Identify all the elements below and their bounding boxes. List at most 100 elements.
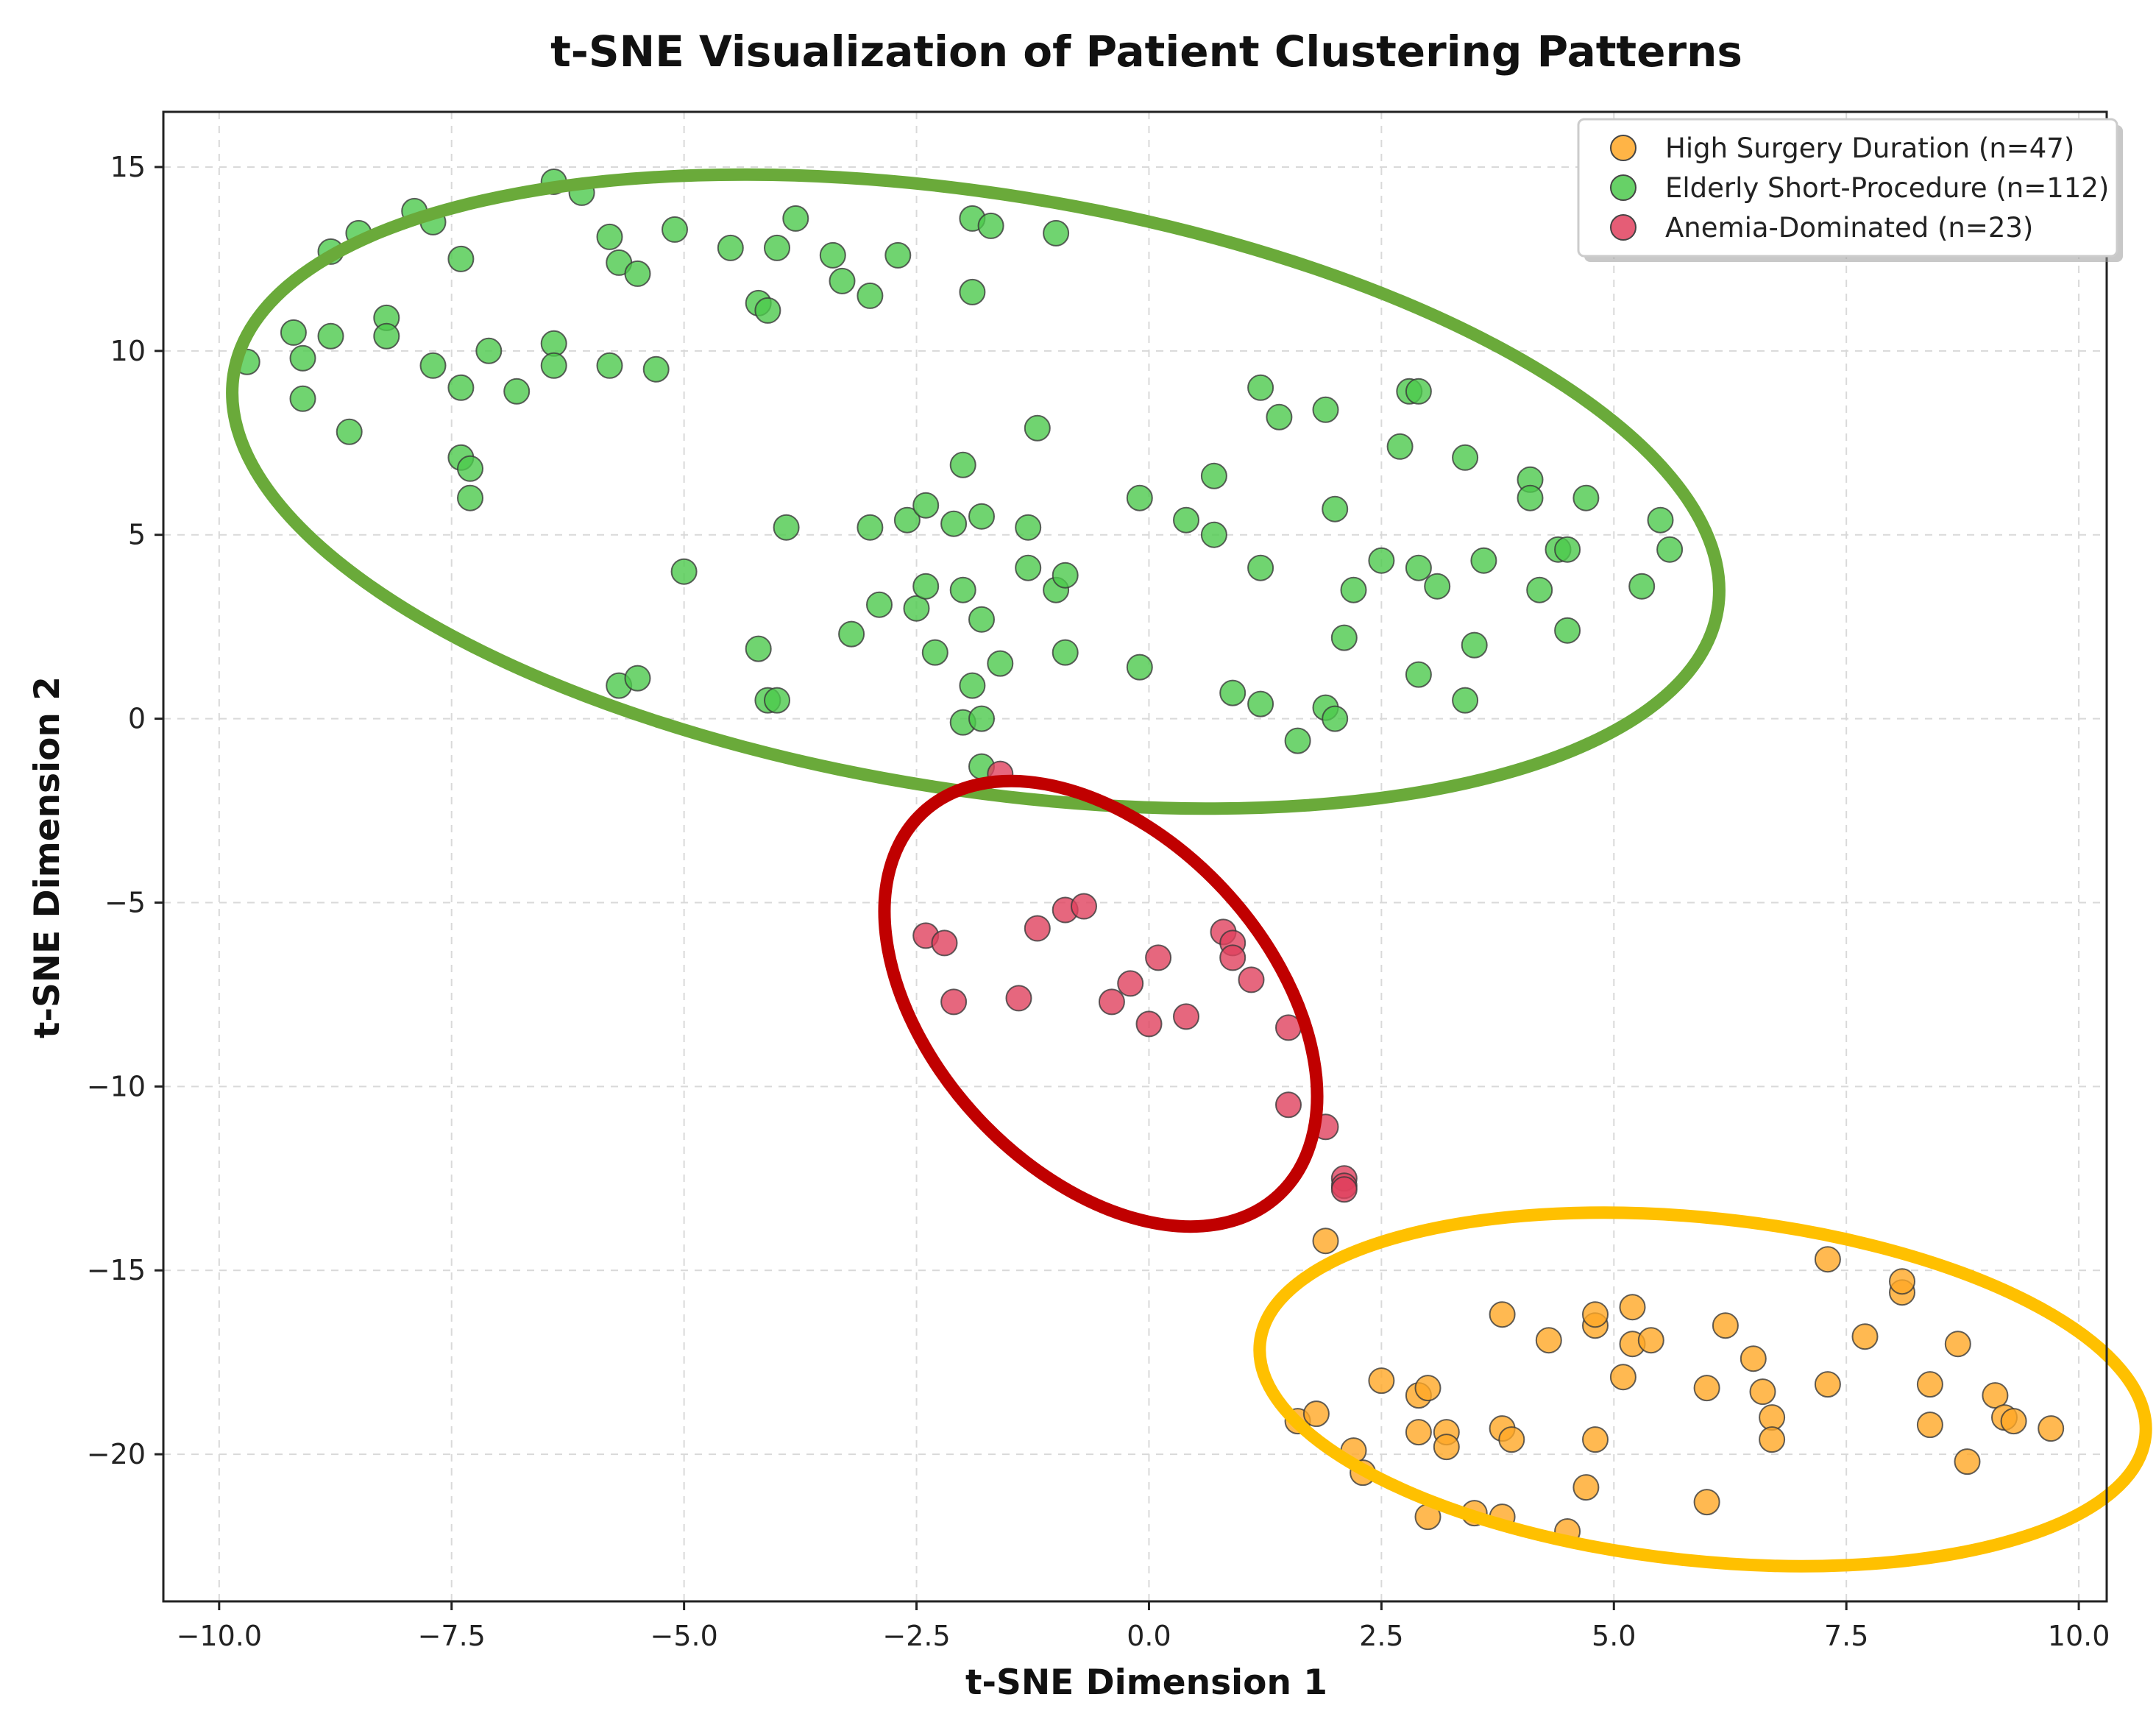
data-point: [475, 337, 503, 364]
data-point: [931, 929, 958, 957]
y-tick-label: −15: [87, 1254, 146, 1286]
data-point: [447, 245, 475, 272]
data-point: [662, 216, 688, 243]
data-point: [1247, 554, 1274, 581]
data-point: [1126, 484, 1153, 511]
data-point: [1330, 1176, 1358, 1203]
data-point: [764, 234, 790, 261]
y-tick-label: 0: [128, 703, 146, 735]
chart-title: t-SNE Visualization of Patient Clusterin…: [550, 26, 1742, 77]
data-point: [940, 510, 968, 537]
data-point: [949, 451, 976, 478]
data-point: [912, 492, 940, 519]
y-tick-label: −20: [87, 1438, 146, 1470]
data-point: [280, 319, 307, 346]
data-point: [289, 344, 316, 372]
data-point: [2038, 1415, 2065, 1442]
data-point: [1535, 1327, 1562, 1354]
data-point: [1052, 639, 1079, 666]
data-point: [540, 330, 567, 357]
data-point: [968, 503, 995, 530]
x-tick-label: 0.0: [1127, 1620, 1171, 1652]
data-point: [1452, 444, 1479, 471]
data-point: [1071, 893, 1097, 920]
data-point: [1693, 1489, 1720, 1516]
data-point: [1712, 1312, 1739, 1339]
data-point: [1015, 514, 1042, 541]
data-point: [1135, 1010, 1163, 1038]
series-2: [912, 760, 1358, 1203]
data-point: [1954, 1448, 1981, 1476]
legend-marker-elderly: [1610, 174, 1636, 201]
data-point: [1117, 970, 1144, 997]
data-point: [1405, 661, 1432, 688]
data-point: [2000, 1408, 2027, 1435]
data-point: [1628, 573, 1656, 600]
x-tick-label: 5.0: [1592, 1620, 1636, 1652]
data-point: [1219, 944, 1247, 971]
x-tick-label: 2.5: [1359, 1620, 1403, 1652]
data-point: [1609, 1364, 1636, 1391]
x-tick-label: −5.0: [650, 1620, 717, 1652]
data-point: [959, 672, 986, 699]
data-point: [1916, 1411, 1943, 1439]
data-point: [1526, 576, 1553, 603]
data-point: [1433, 1434, 1460, 1461]
data-point: [866, 591, 893, 618]
data-point: [968, 705, 995, 732]
x-axis-label: t-SNE Dimension 1: [965, 1662, 1327, 1703]
data-point: [717, 234, 744, 261]
data-point: [1517, 484, 1544, 511]
y-tick-label: 5: [128, 519, 146, 551]
data-point: [1414, 1375, 1442, 1402]
data-point: [1759, 1404, 1786, 1431]
data-point: [1647, 506, 1674, 534]
cluster-annotations: [226, 168, 2152, 1573]
data-point: [624, 665, 651, 692]
series-1: [233, 169, 1684, 780]
data-point: [457, 484, 483, 511]
legend-label-anemia: Anemia-Dominated (n=23): [1665, 212, 2033, 244]
data-point: [419, 352, 447, 379]
legend-label-surgery: High Surgery Duration (n=47): [1665, 132, 2074, 164]
data-point: [317, 322, 344, 350]
data-point: [1340, 576, 1367, 603]
data-point: [1470, 547, 1497, 574]
grid-lines: [163, 112, 2107, 1601]
elderly-cluster-ellipse: [226, 168, 1726, 815]
data-point: [782, 205, 809, 232]
data-point: [903, 595, 930, 622]
data-point: [884, 241, 912, 269]
data-point: [1572, 1474, 1600, 1501]
data-point: [1173, 506, 1199, 534]
data-point: [1405, 554, 1432, 581]
data-point: [977, 212, 1004, 239]
x-tick-label: 7.5: [1824, 1620, 1868, 1652]
data-point: [1302, 1400, 1330, 1428]
x-tick-label: −2.5: [882, 1620, 950, 1652]
data-point: [1275, 1091, 1302, 1119]
data-point: [1219, 679, 1247, 706]
data-point: [1238, 966, 1265, 993]
data-point: [1368, 1367, 1395, 1395]
data-point: [1851, 1323, 1879, 1350]
data-point: [857, 282, 884, 309]
data-point: [1015, 554, 1042, 581]
data-point: [1619, 1294, 1646, 1321]
data-point: [1312, 1228, 1339, 1255]
data-point: [540, 352, 567, 379]
data-point: [1693, 1375, 1720, 1402]
data-point: [1098, 988, 1125, 1016]
data-point: [1052, 562, 1079, 589]
x-tick-label: −10.0: [177, 1620, 262, 1652]
data-point: [838, 620, 865, 648]
data-point: [1582, 1426, 1609, 1453]
data-point: [642, 355, 670, 383]
x-tick-label: 10.0: [2048, 1620, 2110, 1652]
data-point: [1386, 433, 1414, 460]
y-tick-label: −5: [104, 886, 146, 918]
data-point: [596, 223, 623, 250]
data-point: [1368, 547, 1395, 574]
data-point: [596, 352, 623, 379]
